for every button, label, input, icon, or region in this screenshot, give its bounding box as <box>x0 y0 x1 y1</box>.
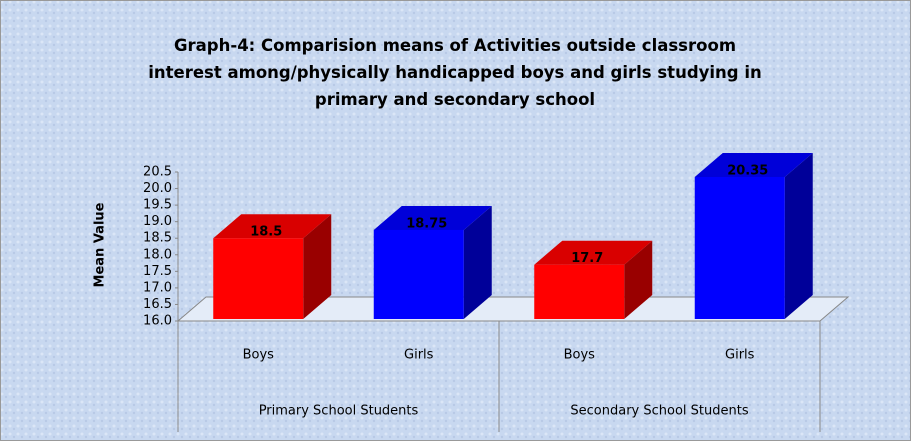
x-tick-label: Girls <box>404 348 434 363</box>
data-label: 17.7 <box>571 251 603 266</box>
bar-front <box>534 264 625 319</box>
bar-side <box>463 205 492 319</box>
bar-side <box>624 240 653 319</box>
floor <box>176 296 850 322</box>
bar-side <box>784 152 813 319</box>
y-tick-label: 17.0 <box>143 280 172 295</box>
y-tick-label: 19.5 <box>143 198 172 213</box>
data-label: 18.75 <box>406 216 447 231</box>
bar-top <box>373 205 492 230</box>
y-axis-title: Mean Value <box>93 202 108 287</box>
y-tick-label: 16.5 <box>143 297 172 312</box>
y-tick-label: 16.0 <box>143 314 172 329</box>
x-tick-label: Boys <box>243 348 275 363</box>
bar-top <box>534 240 653 265</box>
bar-front <box>694 176 785 319</box>
x-tick-label: Girls <box>725 348 755 363</box>
chart-title: Graph-4: Comparision means of Activities… <box>148 36 762 109</box>
bar-front <box>213 238 304 319</box>
bar <box>373 205 492 319</box>
y-tick-label: 19.0 <box>143 214 172 229</box>
bar-top <box>213 214 332 239</box>
y-tick-label: 18.0 <box>143 247 172 262</box>
data-label: 20.35 <box>727 163 768 178</box>
bar-top <box>694 152 813 177</box>
y-tick-label: 17.5 <box>143 264 172 279</box>
x-tick-label: Boys <box>564 348 596 363</box>
y-tick-label: 20.0 <box>143 181 172 196</box>
group-label: Secondary School Students <box>570 404 748 419</box>
bar <box>694 152 813 319</box>
bar <box>213 214 332 319</box>
y-tick-label: 18.5 <box>143 231 172 246</box>
bar-side <box>303 214 332 319</box>
bar-front <box>373 229 464 319</box>
y-tick-label: 20.5 <box>143 165 172 180</box>
group-label: Primary School Students <box>259 404 419 419</box>
data-label: 18.5 <box>250 225 282 240</box>
bar <box>534 240 653 319</box>
